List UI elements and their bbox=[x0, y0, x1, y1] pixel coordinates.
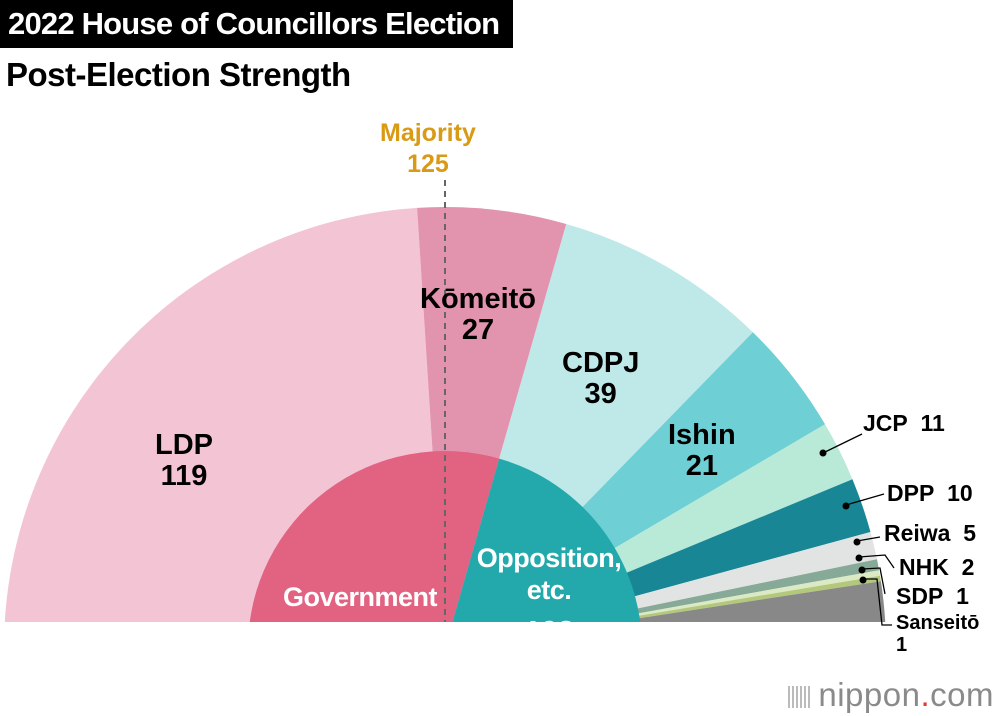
label-sdp: SDP 1 bbox=[896, 583, 969, 609]
slice-sanseit- bbox=[601, 575, 881, 622]
label-sanseito: Sanseitō 1 bbox=[896, 612, 980, 656]
chart-title: 2022 House of Councillors Election bbox=[0, 0, 514, 48]
label-dpp: DPP 10 bbox=[887, 480, 973, 506]
leader-lines bbox=[822, 433, 895, 626]
label-opposition: Opposition, etc. 102 bbox=[476, 543, 622, 649]
chart-subtitle: Post-Election Strength bbox=[6, 56, 351, 93]
label-jcp: JCP 11 bbox=[863, 410, 945, 436]
slice-sdp bbox=[590, 570, 881, 622]
nippon-logo: nippon.com bbox=[788, 676, 994, 714]
majority-label: Majority 125 bbox=[380, 119, 476, 178]
logo-bars-icon bbox=[788, 686, 813, 709]
label-independent: Independent 12 bbox=[658, 619, 834, 645]
label-nhk: NHK 2 bbox=[899, 554, 975, 580]
slice-government bbox=[249, 451, 500, 622]
slice-nhk bbox=[571, 559, 880, 622]
slice-opposition-etc- bbox=[452, 458, 641, 622]
label-government: Government 146 bbox=[283, 582, 438, 656]
leader-dots bbox=[819, 449, 867, 584]
slice-independent bbox=[614, 581, 886, 622]
label-cdpj: CDPJ 39 bbox=[562, 347, 640, 410]
label-ldp: LDP 119 bbox=[155, 429, 213, 492]
label-ishin: Ishin 21 bbox=[668, 419, 736, 482]
label-reiwa: Reiwa 5 bbox=[884, 520, 977, 546]
label-komeito: Kōmeitō 27 bbox=[420, 283, 536, 346]
